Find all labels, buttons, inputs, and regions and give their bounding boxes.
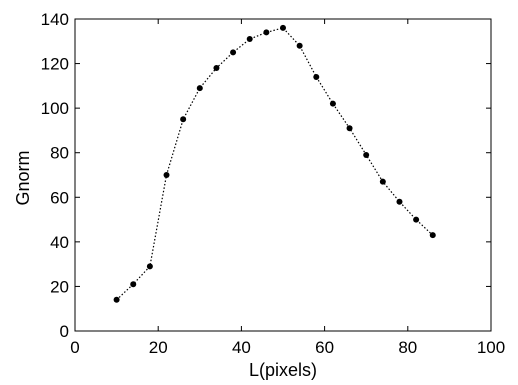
y-tick-label: 60 (50, 188, 69, 207)
y-axis: 0 20 40 60 80 100 120 140 (41, 10, 491, 341)
data-point (280, 24, 286, 31)
x-tick-label: 0 (70, 338, 79, 357)
data-point (113, 296, 120, 303)
data-point (313, 73, 320, 80)
x-tick-label: 80 (398, 338, 417, 357)
data-point (130, 281, 137, 288)
data-point (429, 232, 436, 239)
data-point (263, 29, 270, 36)
data-point (230, 49, 237, 56)
x-tick-label: 60 (315, 338, 334, 357)
data-point (146, 263, 153, 270)
y-tick-label: 80 (50, 144, 69, 163)
x-axis: 0 20 40 60 80 100 (70, 19, 505, 357)
data-point (246, 36, 253, 43)
data-point (213, 65, 220, 72)
y-axis-label: Gnorm (13, 150, 33, 205)
data-point (413, 216, 420, 223)
data-point (396, 198, 403, 205)
y-tick-label: 140 (41, 10, 69, 29)
x-tick-label: 40 (232, 338, 251, 357)
plot-frame (74, 18, 492, 332)
y-tick-label: 20 (50, 277, 69, 296)
x-tick-label: 100 (477, 338, 505, 357)
data-point (379, 178, 386, 185)
series-line (116, 27, 434, 301)
data-point (163, 172, 170, 178)
y-tick-label: 120 (41, 55, 69, 74)
data-point (363, 151, 370, 158)
data-point (296, 42, 303, 49)
y-tick-label: 40 (50, 233, 69, 252)
y-tick-label: 100 (41, 99, 69, 118)
x-axis-label: L(pixels) (249, 360, 317, 380)
data-point (180, 116, 187, 123)
y-tick-label: 0 (60, 322, 69, 341)
data-point (329, 100, 336, 107)
data-point (346, 125, 353, 132)
data-point (196, 85, 203, 92)
series-markers (113, 24, 436, 303)
x-tick-label: 20 (149, 338, 168, 357)
